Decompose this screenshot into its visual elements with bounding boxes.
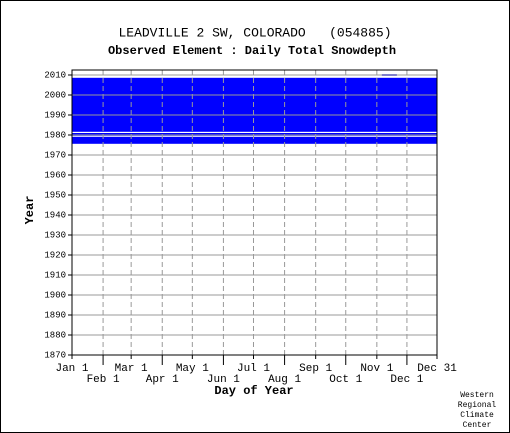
y-tick-label: 2000 (44, 90, 66, 100)
y-tick-label: 1870 (44, 350, 66, 360)
y-tick-label: 1980 (44, 130, 66, 140)
y-tick-label: 1900 (44, 290, 66, 300)
x-tick-label: Nov 1 (360, 363, 393, 375)
chart-subtitle: Observed Element : Daily Total Snowdepth (108, 44, 396, 58)
y-tick-label: 1940 (44, 210, 66, 220)
y-tick-label: 1970 (44, 150, 66, 160)
x-tick-label: Oct 1 (329, 374, 362, 386)
y-tick-label: 1910 (44, 270, 66, 280)
y-tick-label: 2010 (44, 70, 66, 80)
data-cell (72, 133, 437, 136)
credit-text: Western (460, 391, 494, 400)
y-tick-label: 1960 (44, 170, 66, 180)
y-axis-label: Year (23, 196, 37, 225)
x-tick-label: Dec 31 (417, 363, 457, 375)
credit-text: Regional (458, 401, 497, 410)
x-tick-label: Sep 1 (299, 363, 332, 375)
data-cell (72, 77, 437, 132)
x-tick-label: Aug 1 (268, 374, 301, 386)
x-tick-label: Jul 1 (237, 363, 270, 375)
y-tick-label: 1890 (44, 310, 66, 320)
x-tick-label: Mar 1 (115, 363, 148, 375)
data-cell (72, 136, 437, 144)
credit-text: Climate (460, 411, 494, 420)
y-tick-label: 1950 (44, 190, 66, 200)
y-tick-label: 1930 (44, 230, 66, 240)
y-tick-label: 1990 (44, 110, 66, 120)
plot-border (71, 69, 438, 356)
x-tick-label: Apr 1 (146, 374, 179, 386)
y-tick-label: 1920 (44, 250, 66, 260)
chart-title: LEADVILLE 2 SW, COLORADO (054885) (118, 25, 391, 40)
x-tick-label: May 1 (176, 363, 209, 375)
y-tick-label: 1880 (44, 330, 66, 340)
x-tick-label: Jun 1 (207, 374, 240, 386)
credit-text: Center (463, 421, 492, 430)
x-tick-label: Jan 1 (55, 363, 88, 375)
x-axis-label: Day of Year (214, 384, 293, 398)
x-tick-label: Feb 1 (87, 374, 120, 386)
x-tick-label: Dec 1 (390, 374, 423, 386)
